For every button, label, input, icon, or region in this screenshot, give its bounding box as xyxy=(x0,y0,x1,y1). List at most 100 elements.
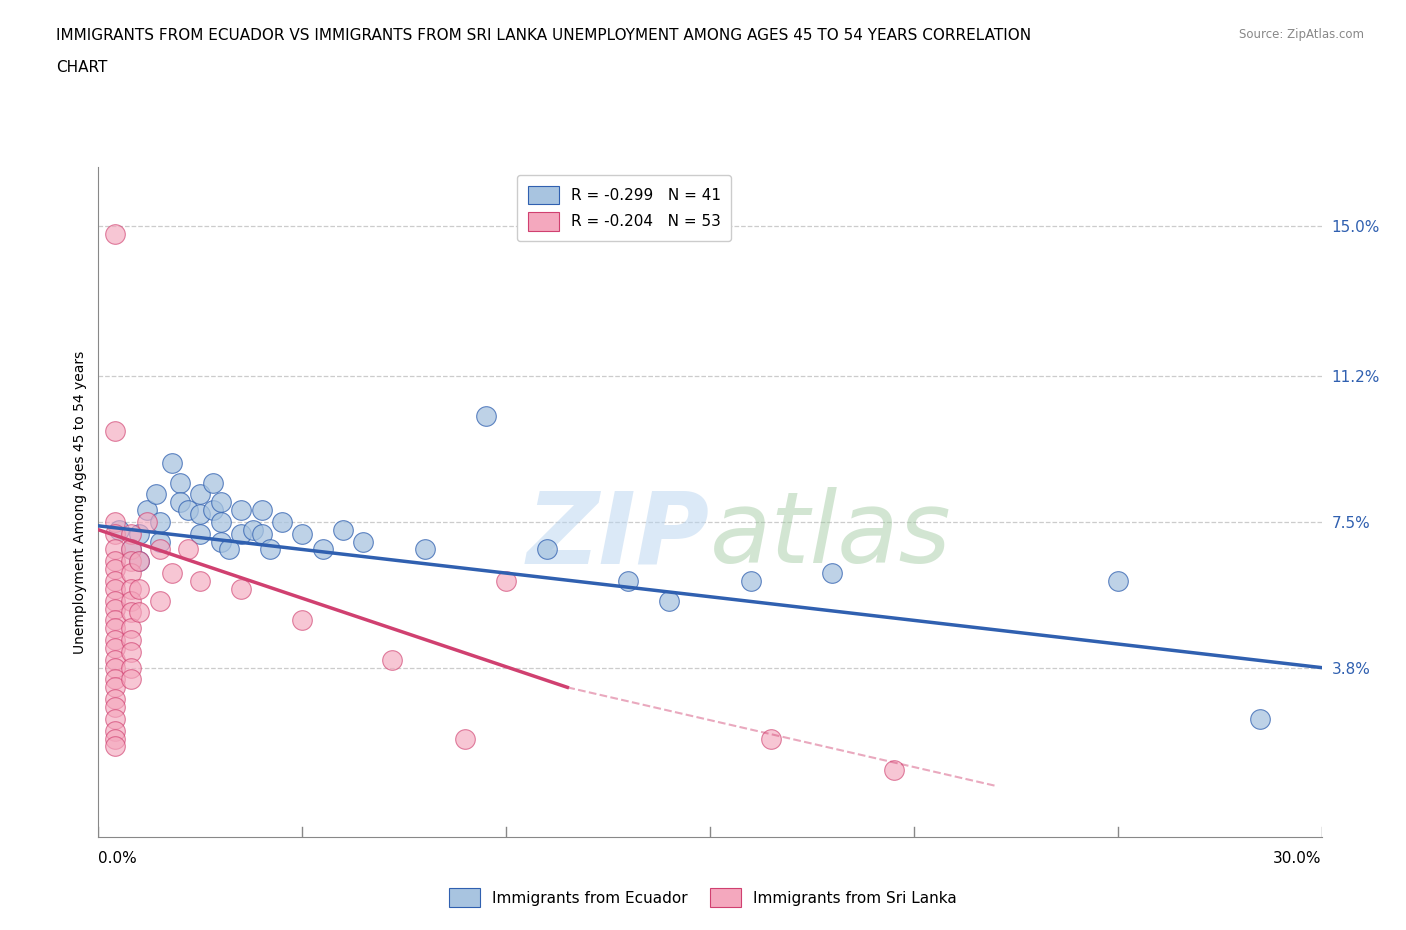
Point xyxy=(250,502,273,517)
Point xyxy=(160,565,183,580)
Text: CHART: CHART xyxy=(56,60,108,75)
Point xyxy=(104,699,127,714)
Point xyxy=(120,660,142,675)
Point xyxy=(120,621,142,636)
Point xyxy=(120,554,142,569)
Text: IMMIGRANTS FROM ECUADOR VS IMMIGRANTS FROM SRI LANKA UNEMPLOYMENT AMONG AGES 45 : IMMIGRANTS FROM ECUADOR VS IMMIGRANTS FR… xyxy=(56,28,1032,43)
Point xyxy=(761,731,783,746)
Point xyxy=(104,731,127,746)
Point xyxy=(104,514,127,529)
Point xyxy=(104,562,127,577)
Text: atlas: atlas xyxy=(710,487,952,584)
Point xyxy=(381,652,404,667)
Point xyxy=(312,542,335,557)
Point xyxy=(120,593,142,608)
Point xyxy=(149,593,172,608)
Point xyxy=(188,507,212,522)
Point xyxy=(658,593,681,608)
Point xyxy=(104,711,127,726)
Point xyxy=(104,724,127,738)
Point xyxy=(128,526,150,541)
Point xyxy=(104,581,127,596)
Point xyxy=(291,526,314,541)
Point xyxy=(104,601,127,616)
Point xyxy=(120,526,142,541)
Point xyxy=(495,574,517,589)
Point xyxy=(128,581,150,596)
Text: 0.0%: 0.0% xyxy=(98,851,138,866)
Point xyxy=(149,514,172,529)
Point xyxy=(104,621,127,636)
Point xyxy=(218,542,240,557)
Point xyxy=(120,581,142,596)
Point xyxy=(149,534,172,549)
Point xyxy=(177,542,200,557)
Point xyxy=(104,641,127,656)
Point xyxy=(104,613,127,628)
Point xyxy=(149,542,172,557)
Point xyxy=(128,554,150,569)
Point xyxy=(169,495,191,510)
Point xyxy=(136,514,159,529)
Point xyxy=(188,574,212,589)
Point xyxy=(104,554,127,569)
Point xyxy=(454,731,477,746)
Y-axis label: Unemployment Among Ages 45 to 54 years: Unemployment Among Ages 45 to 54 years xyxy=(73,351,87,654)
Point xyxy=(413,542,436,557)
Point xyxy=(1107,574,1129,589)
Point xyxy=(231,581,253,596)
Point xyxy=(270,514,294,529)
Point xyxy=(201,502,224,517)
Point xyxy=(120,644,142,659)
Point xyxy=(128,605,150,620)
Point xyxy=(188,526,212,541)
Point xyxy=(177,502,200,517)
Point xyxy=(120,632,142,647)
Point xyxy=(104,542,127,557)
Point xyxy=(821,565,844,580)
Point xyxy=(169,475,191,490)
Point xyxy=(1249,711,1271,726)
Point xyxy=(291,613,314,628)
Point xyxy=(883,763,905,777)
Point xyxy=(136,502,159,517)
Legend: R = -0.299   N = 41, R = -0.204   N = 53: R = -0.299 N = 41, R = -0.204 N = 53 xyxy=(517,175,731,242)
Point xyxy=(209,495,232,510)
Text: Source: ZipAtlas.com: Source: ZipAtlas.com xyxy=(1239,28,1364,41)
Point xyxy=(160,456,183,471)
Point xyxy=(128,554,150,569)
Point xyxy=(536,542,558,557)
Point xyxy=(474,408,498,423)
Point xyxy=(259,542,281,557)
Point xyxy=(242,523,264,538)
Point xyxy=(209,534,232,549)
Legend: Immigrants from Ecuador, Immigrants from Sri Lanka: Immigrants from Ecuador, Immigrants from… xyxy=(443,883,963,913)
Text: ZIP: ZIP xyxy=(527,487,710,584)
Point xyxy=(352,534,374,549)
Point xyxy=(120,605,142,620)
Point xyxy=(104,692,127,707)
Point xyxy=(145,487,167,502)
Point xyxy=(188,487,212,502)
Point xyxy=(209,514,232,529)
Point xyxy=(104,672,127,687)
Point xyxy=(104,593,127,608)
Point xyxy=(104,227,127,242)
Point xyxy=(104,574,127,589)
Point xyxy=(250,526,273,541)
Point xyxy=(120,672,142,687)
Point xyxy=(104,660,127,675)
Point xyxy=(104,680,127,695)
Point xyxy=(231,502,253,517)
Point xyxy=(231,526,253,541)
Point xyxy=(332,523,354,538)
Point xyxy=(120,542,142,557)
Point xyxy=(201,475,224,490)
Point xyxy=(120,565,142,580)
Point xyxy=(104,424,127,439)
Point xyxy=(120,542,142,557)
Point xyxy=(104,652,127,667)
Point xyxy=(104,632,127,647)
Point xyxy=(104,739,127,754)
Point xyxy=(740,574,762,589)
